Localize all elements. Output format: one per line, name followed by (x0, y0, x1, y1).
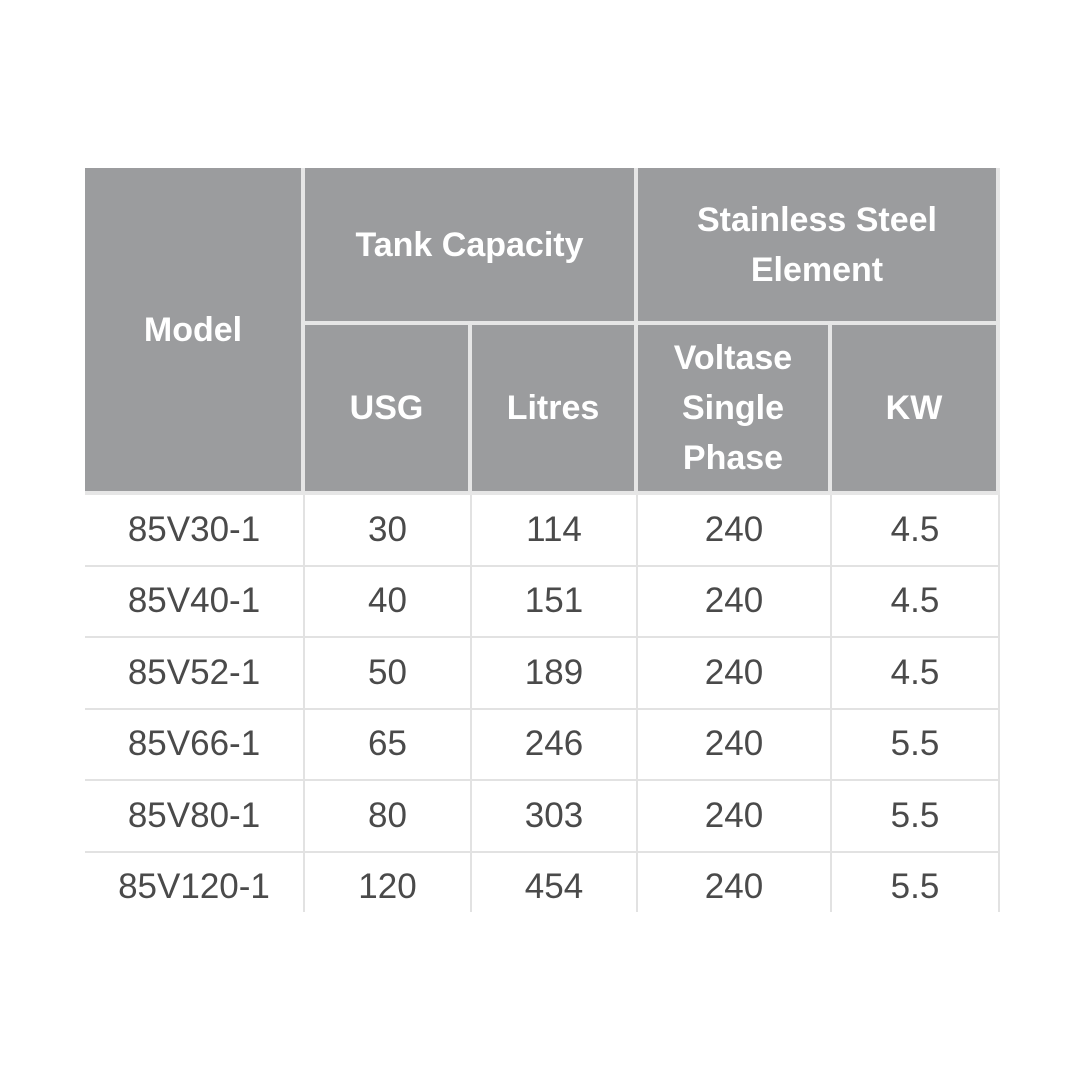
table-cell: 246 (472, 709, 638, 781)
table-cell: 5.5 (832, 852, 1000, 912)
table-cell: 189 (472, 638, 638, 710)
table-cell: 85V80-1 (85, 781, 305, 853)
table-cell: 303 (472, 781, 638, 853)
table-cell: 454 (472, 852, 638, 912)
table-cell: 240 (638, 781, 832, 853)
header-cell: Litres (472, 325, 638, 495)
header-cell: Tank Capacity (305, 168, 638, 325)
table-cell: 85V52-1 (85, 638, 305, 710)
table-cell: 5.5 (832, 709, 1000, 781)
table-cell: 80 (305, 781, 472, 853)
header-cell: Voltase Single Phase (638, 325, 832, 495)
spec-table: Model Tank Capacity Stainless Steel Elem… (85, 168, 1000, 912)
table-cell: 85V30-1 (85, 495, 305, 567)
table-cell: 5.5 (832, 781, 1000, 853)
header-cell: Model (85, 168, 305, 495)
table-cell: 240 (638, 852, 832, 912)
header-cell: Stainless Steel Element (638, 168, 1000, 325)
table-cell: 85V120-1 (85, 852, 305, 912)
table-cell: 65 (305, 709, 472, 781)
table-cell: 151 (472, 566, 638, 638)
table-cell: 4.5 (832, 638, 1000, 710)
table-cell: 85V40-1 (85, 566, 305, 638)
table-cell: 240 (638, 495, 832, 567)
table-cell: 85V66-1 (85, 709, 305, 781)
table-cell: 4.5 (832, 495, 1000, 567)
table-cell: 4.5 (832, 566, 1000, 638)
header-cell: KW (832, 325, 1000, 495)
table-cell: 40 (305, 566, 472, 638)
table-cell: 240 (638, 638, 832, 710)
table-cell: 240 (638, 566, 832, 638)
table-cell: 114 (472, 495, 638, 567)
table-cell: 240 (638, 709, 832, 781)
table-cell: 50 (305, 638, 472, 710)
header-cell: USG (305, 325, 472, 495)
table-cell: 30 (305, 495, 472, 567)
table-cell: 120 (305, 852, 472, 912)
